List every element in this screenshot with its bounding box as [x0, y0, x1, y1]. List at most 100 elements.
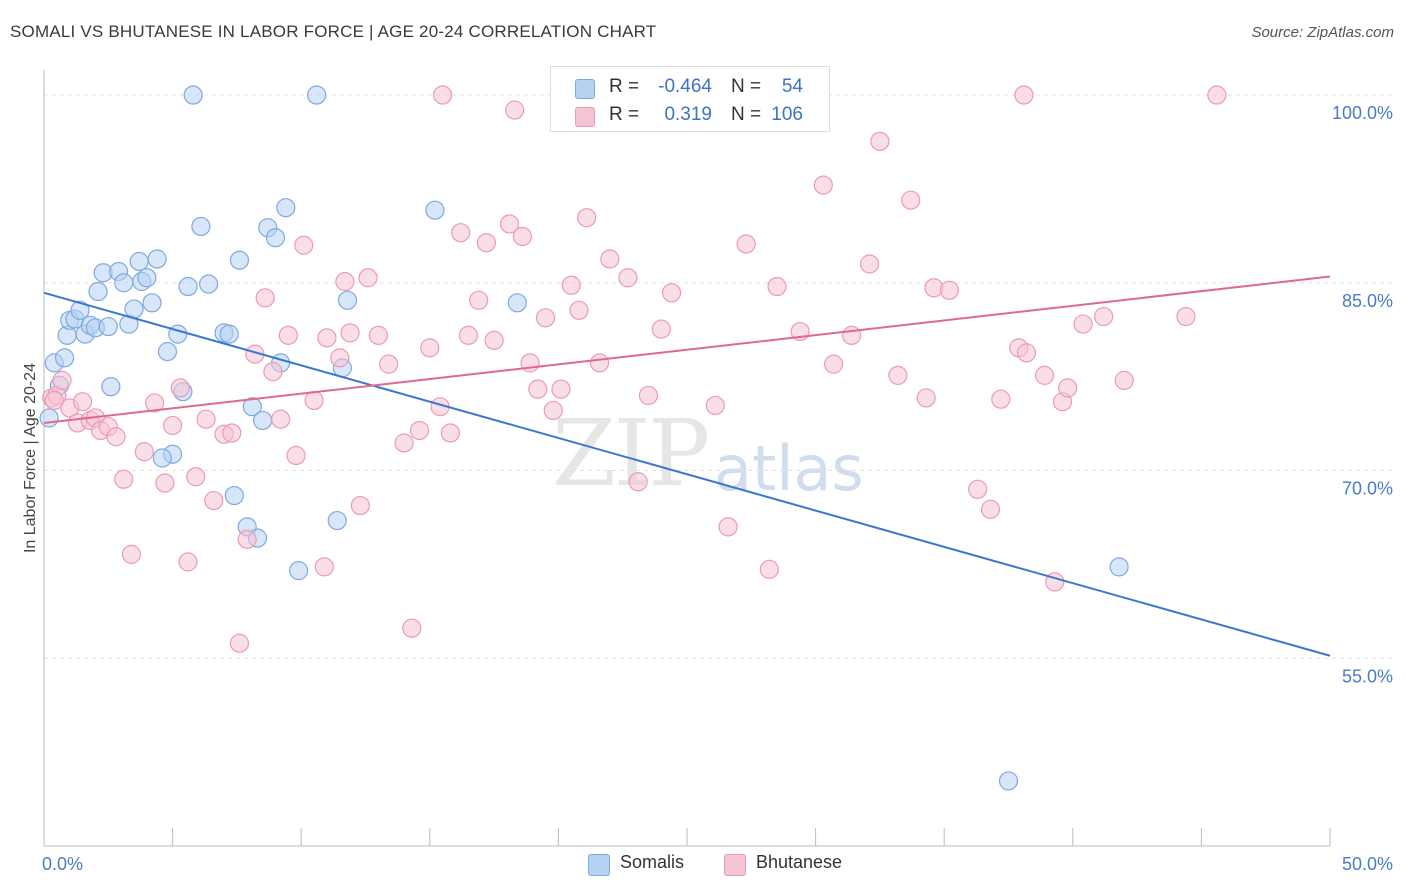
bhutanese-r-label: R = [609, 104, 640, 125]
bhutanese-point [204, 490, 224, 511]
bhutanese-point [440, 423, 460, 443]
bhutanese-point [304, 390, 324, 411]
somali-point [276, 198, 296, 218]
bhutanese-point [1207, 85, 1227, 105]
bhutanese-point [528, 379, 548, 399]
bhutanese-point [618, 268, 638, 288]
bhutanese-point [651, 319, 671, 339]
bhutanese-point [968, 479, 988, 499]
bhutanese-point [368, 325, 388, 345]
somali-point [147, 249, 167, 269]
bhutanese-point [255, 288, 275, 308]
x-tick-label: 0.0% [42, 854, 83, 874]
somali-point [265, 228, 286, 248]
bhutanese-point [278, 325, 298, 345]
bhutanese-point [271, 409, 291, 429]
y-tick-label: 70.0% [1342, 479, 1393, 499]
bhutanese-point [358, 268, 378, 288]
bhutanese-point [860, 254, 880, 274]
trend-lines [43, 275, 1331, 657]
bhutanese-point [484, 330, 504, 350]
bhutanese-point [939, 280, 959, 300]
bhutanese-point [72, 392, 93, 412]
somali-point [337, 290, 358, 310]
chart-title: SOMALI VS BHUTANESE IN LABOR FORCE | AGE… [10, 22, 657, 41]
bhutanese-point [638, 385, 659, 406]
bhutanese-point [499, 214, 520, 234]
bhutanese-point [577, 208, 597, 228]
bhutanese-point [229, 633, 250, 653]
somali-point [157, 342, 178, 362]
somali-point [191, 216, 211, 237]
bhutanese-point [1058, 378, 1078, 398]
somali-point [98, 316, 118, 337]
bhutanese-point [263, 362, 283, 382]
bhutanese-point [106, 427, 126, 447]
bhutanese-point [628, 472, 648, 492]
somali-n-label: N = [731, 76, 762, 97]
somali-point [114, 273, 134, 293]
bhutanese-point [340, 323, 360, 343]
somali-point [998, 771, 1019, 791]
bhutanese-point [52, 370, 72, 390]
bhutanese-point [991, 389, 1011, 409]
bhutanese-point [916, 388, 936, 408]
bhutanese-point [1114, 370, 1134, 390]
bhutanese-point [196, 409, 216, 429]
bhutanese-point [314, 557, 334, 577]
y-tick-label: 100.0% [1332, 103, 1393, 123]
y-tick-label: 85.0% [1342, 291, 1393, 311]
bhutanese-swatch [575, 107, 595, 127]
tick-labels: 55.0% 70.0% 85.0% 100.0% 0.0% 50.0% [42, 103, 1393, 874]
bhutanese-point [155, 473, 175, 493]
bhutanese-point [134, 442, 154, 462]
bhutanese-point [512, 226, 532, 247]
somali-point [129, 251, 149, 272]
somali-point [289, 561, 309, 581]
somali-point [137, 268, 157, 288]
legend-row-somali: R = -0.464 N = 54 [551, 73, 829, 101]
bhutanese-point [379, 354, 399, 374]
bhutanese-point [600, 249, 620, 269]
somali-point [253, 410, 273, 431]
bhutanese-point [736, 234, 756, 254]
somali-swatch [575, 79, 595, 99]
somali-point [242, 397, 262, 417]
somali-point [307, 85, 327, 105]
somali-point [183, 85, 203, 105]
bhutanese-point [409, 420, 430, 441]
bhutanese-n-value: 106 [771, 104, 803, 125]
bhutanese-point [718, 517, 738, 537]
legend-row-bhutanese: R = 0.319 N = 106 [551, 101, 829, 129]
somalis-label: Somalis [620, 852, 685, 872]
somali-point [88, 281, 108, 302]
bhutanese-point [551, 379, 571, 399]
source-credit: Source: ZipAtlas.com [1251, 24, 1394, 41]
somali-point [124, 299, 144, 319]
bhutanese-point [335, 271, 355, 292]
bhutanese-point [589, 353, 610, 373]
bhutanese-point [1073, 314, 1093, 334]
bhutanese-n-label: N = [731, 104, 762, 125]
somali-point [152, 448, 172, 468]
bhutanese-point [1016, 343, 1037, 363]
somali-point [101, 377, 121, 397]
bhutanese-point [420, 338, 440, 358]
bhutanese-label: Bhutanese [756, 852, 843, 872]
bhutanese-point [121, 544, 142, 564]
bhutanese-point [824, 354, 844, 374]
bhutanese-point [842, 325, 862, 345]
bhutanese-point [569, 300, 589, 320]
bhutanese-point [317, 328, 337, 348]
bhutanese-point [1014, 85, 1034, 105]
watermark-zip: ZIP [552, 400, 710, 507]
somali-n-value: 54 [781, 76, 803, 97]
watermark-atlas: atlas [714, 432, 864, 505]
correlation-legend: R = -0.464 N = 54 R = 0.319 N = 106 [550, 66, 830, 132]
bhutanese-point [44, 390, 64, 411]
bhutanese-point [888, 365, 908, 385]
bhutanese-point [469, 290, 489, 310]
bhutanese-point [294, 235, 314, 255]
bhutanese-point [350, 495, 370, 516]
